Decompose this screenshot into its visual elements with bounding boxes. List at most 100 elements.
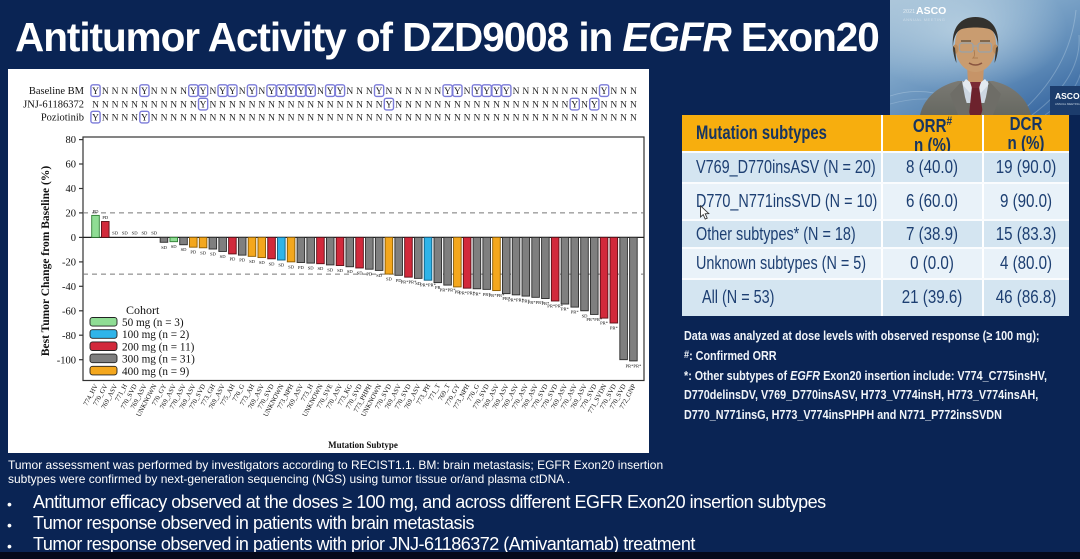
- svg-text:SD: SD: [288, 264, 295, 269]
- svg-text:N: N: [405, 101, 412, 111]
- svg-text:N: N: [209, 87, 216, 97]
- svg-text:N: N: [610, 101, 617, 111]
- svg-text:SD: SD: [161, 245, 168, 250]
- svg-text:N: N: [513, 114, 520, 124]
- svg-text:N: N: [346, 101, 353, 111]
- svg-text:PR*: PR*: [473, 291, 482, 296]
- svg-text:N: N: [297, 101, 304, 111]
- svg-text:PR*: PR*: [610, 326, 619, 331]
- svg-text:ASCO: ASCO: [916, 5, 946, 17]
- svg-text:N: N: [405, 87, 412, 97]
- svg-text:-100: -100: [57, 355, 76, 366]
- svg-text:PR*PR*: PR*PR*: [586, 317, 603, 322]
- svg-text:N: N: [151, 87, 158, 97]
- svg-text:N: N: [327, 114, 334, 124]
- svg-text:ASCO: ASCO: [1055, 91, 1080, 101]
- svg-text:N: N: [464, 101, 471, 111]
- svg-text:Y: Y: [297, 87, 304, 97]
- svg-text:SD: SD: [308, 266, 315, 271]
- svg-text:N: N: [337, 101, 344, 111]
- svg-text:SD: SD: [278, 263, 285, 268]
- svg-text:PR*: PR*: [561, 307, 570, 312]
- svg-text:N: N: [307, 101, 314, 111]
- svg-text:PD: PD: [366, 272, 373, 277]
- svg-text:PR*PR*: PR*PR*: [508, 297, 525, 302]
- svg-text:Y: Y: [278, 87, 285, 97]
- svg-text:N: N: [601, 101, 608, 111]
- svg-text:Y: Y: [307, 87, 314, 97]
- svg-text:N: N: [493, 114, 500, 124]
- svg-text:N: N: [356, 101, 363, 111]
- svg-text:N: N: [561, 87, 568, 97]
- svg-text:N: N: [161, 114, 168, 124]
- svg-text:Y: Y: [601, 87, 608, 97]
- svg-text:PR*: PR*: [541, 301, 550, 306]
- svg-text:N: N: [571, 87, 578, 97]
- svg-text:N: N: [581, 114, 588, 124]
- svg-text:Y: Y: [337, 87, 344, 97]
- svg-text:-20: -20: [62, 258, 76, 269]
- svg-text:-40: -40: [62, 282, 76, 293]
- svg-text:N: N: [112, 87, 119, 97]
- svg-text:N: N: [346, 114, 353, 124]
- svg-text:Y: Y: [591, 101, 598, 111]
- svg-text:PR*: PR*: [522, 299, 531, 304]
- svg-text:N: N: [102, 87, 109, 97]
- svg-text:N: N: [395, 114, 402, 124]
- svg-text:SD: SD: [337, 268, 344, 273]
- svg-text:PD: PD: [93, 209, 100, 214]
- svg-text:PR*: PR*: [571, 310, 580, 315]
- svg-text:N: N: [249, 114, 256, 124]
- svg-text:ANNUAL MEETING: ANNUAL MEETING: [903, 17, 945, 22]
- svg-text:N: N: [434, 101, 441, 111]
- svg-text:PR*: PR*: [483, 292, 492, 297]
- svg-text:50 mg (n = 3): 50 mg (n = 3): [122, 317, 184, 329]
- svg-text:N: N: [630, 101, 637, 111]
- svg-text:N: N: [503, 114, 510, 124]
- svg-text:N: N: [552, 87, 559, 97]
- svg-text:PR*PR*: PR*PR*: [459, 291, 476, 296]
- svg-text:N: N: [161, 87, 168, 97]
- svg-text:N: N: [151, 114, 158, 124]
- svg-text:Cohort: Cohort: [126, 303, 160, 317]
- svg-text:N: N: [571, 114, 578, 124]
- svg-text:Y: Y: [571, 101, 578, 111]
- svg-text:N: N: [473, 114, 480, 124]
- svg-text:N: N: [425, 101, 432, 111]
- svg-text:N: N: [620, 87, 627, 97]
- svg-text:80: 80: [66, 135, 77, 146]
- svg-text:SD: SD: [249, 259, 256, 264]
- svg-text:N: N: [170, 114, 177, 124]
- svg-text:Y: Y: [200, 87, 207, 97]
- svg-text:N: N: [102, 101, 109, 111]
- svg-text:N: N: [131, 87, 138, 97]
- svg-text:N: N: [503, 101, 510, 111]
- svg-text:SD: SD: [122, 230, 129, 235]
- svg-text:N: N: [121, 114, 128, 124]
- svg-text:N: N: [327, 101, 334, 111]
- svg-text:N: N: [209, 114, 216, 124]
- svg-text:N: N: [513, 101, 520, 111]
- svg-text:SD: SD: [327, 267, 334, 272]
- svg-text:PR*PR*: PR*PR*: [528, 300, 545, 305]
- svg-text:N: N: [258, 87, 265, 97]
- svg-text:PR*PR*: PR*PR*: [420, 283, 437, 288]
- svg-text:N: N: [542, 101, 549, 111]
- svg-text:Y: Y: [141, 114, 148, 124]
- svg-text:N: N: [620, 101, 627, 111]
- svg-text:PR: PR: [435, 285, 442, 290]
- svg-text:N: N: [151, 101, 158, 111]
- svg-text:N: N: [200, 114, 207, 124]
- svg-text:N: N: [532, 87, 539, 97]
- svg-text:N: N: [425, 114, 432, 124]
- svg-text:N: N: [444, 101, 451, 111]
- svg-text:N: N: [522, 87, 529, 97]
- svg-text:Baseline BM: Baseline BM: [29, 86, 85, 97]
- svg-text:-80: -80: [62, 331, 76, 342]
- svg-text:ANNUAL MEETING: ANNUAL MEETING: [1055, 102, 1080, 106]
- svg-text:N: N: [601, 114, 608, 124]
- svg-text:N: N: [434, 87, 441, 97]
- svg-text:N: N: [385, 114, 392, 124]
- svg-text:N: N: [121, 87, 128, 97]
- svg-text:N: N: [415, 114, 422, 124]
